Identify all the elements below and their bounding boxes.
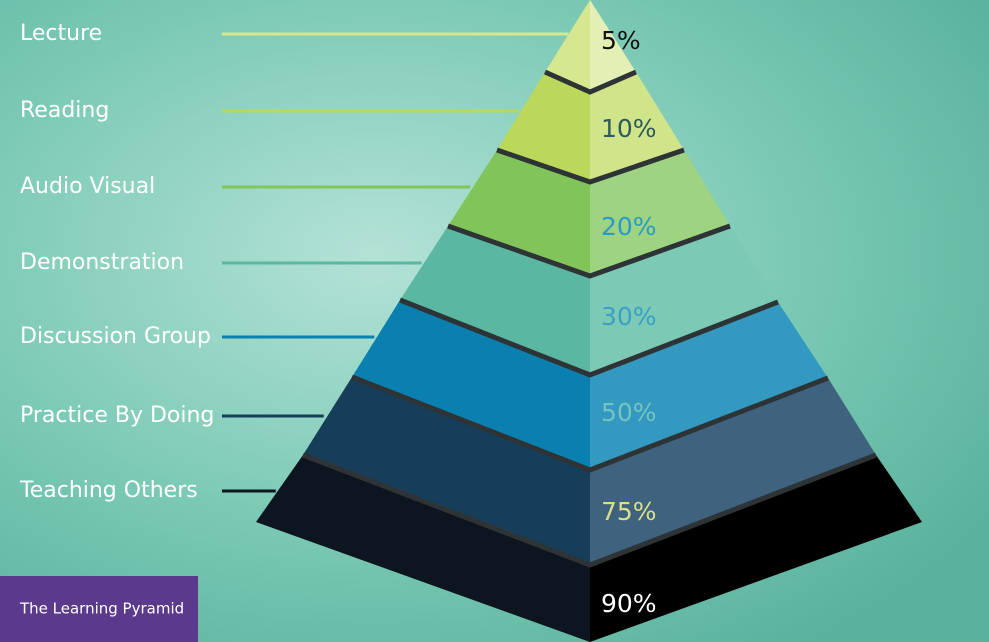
layer-separator bbox=[496, 147, 685, 185]
layer-value: 75% bbox=[601, 497, 657, 526]
layer-label: Demonstration bbox=[20, 250, 184, 275]
layer-left-face bbox=[400, 226, 590, 375]
layer-label: Discussion Group bbox=[20, 324, 211, 349]
layer-left-face bbox=[303, 377, 590, 565]
layer-right-face bbox=[590, 455, 922, 642]
layer-left-face bbox=[352, 300, 590, 470]
layer-right-face bbox=[590, 378, 876, 565]
layer-value: 50% bbox=[601, 398, 657, 427]
layer-separator bbox=[399, 297, 779, 378]
layer-label: Audio Visual bbox=[20, 174, 155, 199]
layer-value: 30% bbox=[601, 302, 657, 331]
layer-left-face bbox=[448, 150, 590, 276]
layer-separator bbox=[351, 374, 829, 473]
caption-box bbox=[0, 576, 198, 642]
layer-label: Teaching Others bbox=[19, 478, 198, 503]
layer-right-face bbox=[590, 302, 828, 470]
layer-left-face bbox=[256, 455, 590, 642]
layer-separator bbox=[543, 69, 637, 95]
layer-value: 90% bbox=[601, 589, 657, 618]
layer-right-face bbox=[590, 72, 684, 182]
layer-label: Practice By Doing bbox=[20, 403, 214, 428]
layer-value: 10% bbox=[601, 114, 657, 143]
layer-value: 20% bbox=[601, 212, 657, 241]
caption: The Learning Pyramid bbox=[19, 600, 184, 618]
layer-value: 5% bbox=[601, 26, 641, 55]
layer-right-face bbox=[590, 150, 730, 276]
layer-left-face bbox=[497, 72, 590, 182]
layer-right-face bbox=[590, 0, 636, 92]
layer-label: Lecture bbox=[20, 21, 102, 46]
layer-separator bbox=[447, 223, 731, 279]
layer-separator bbox=[302, 452, 877, 568]
layer-left-face bbox=[545, 0, 590, 92]
layer-label: Reading bbox=[20, 98, 109, 123]
pyramid bbox=[256, 0, 922, 642]
layer-right-face bbox=[590, 226, 778, 375]
